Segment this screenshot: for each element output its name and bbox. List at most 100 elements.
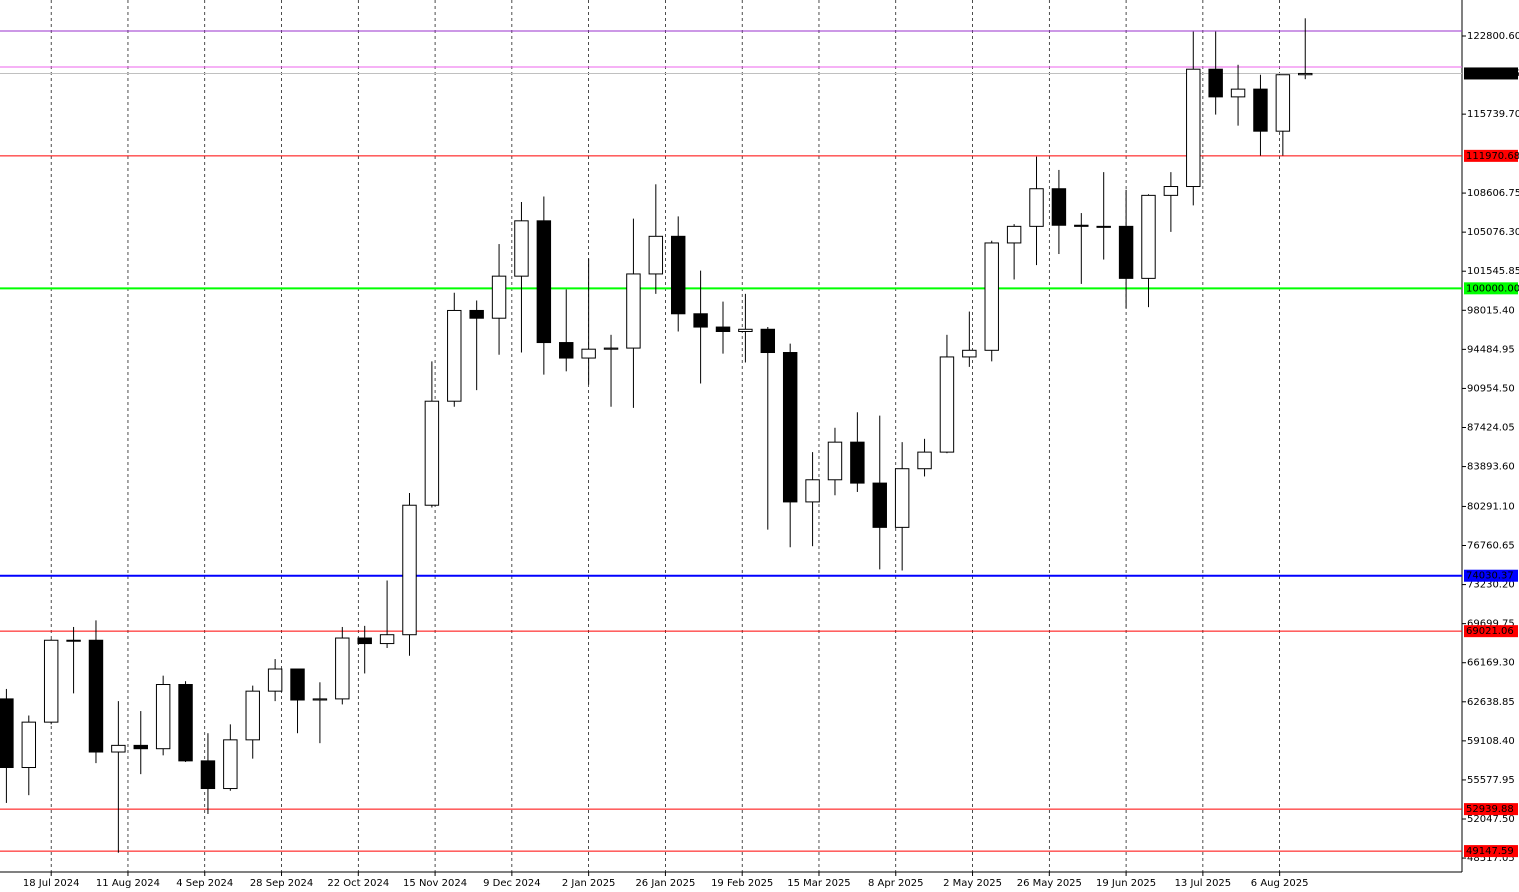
- level-label-box: [1464, 803, 1518, 816]
- x-tick-label: 28 Sep 2024: [250, 878, 313, 889]
- candle-body: [917, 451, 932, 470]
- candle-body: [782, 352, 798, 503]
- candle-body: [290, 668, 305, 701]
- candle-body: [850, 441, 865, 484]
- candle-body: [245, 690, 260, 741]
- y-tick-label: 55577.95: [1467, 775, 1515, 786]
- candle-body: [357, 637, 372, 645]
- candle-body: [43, 639, 59, 723]
- y-tick-label: 108606.75: [1467, 188, 1519, 199]
- x-tick-label: 18 Jul 2024: [23, 878, 80, 889]
- candle-body: [648, 235, 664, 275]
- candle-body: [1006, 225, 1022, 244]
- candle-body: [827, 441, 843, 481]
- candle-body: [1118, 225, 1134, 279]
- candle-body: [1029, 188, 1044, 227]
- candle-body: [1186, 68, 1201, 188]
- y-tick-label: 122800.60: [1467, 31, 1519, 42]
- y-tick-label: 48517.05: [1467, 853, 1515, 864]
- candle-body: [603, 347, 619, 350]
- candle-body: [133, 744, 148, 750]
- y-tick-label: 52047.50: [1467, 814, 1515, 825]
- x-tick-label: 6 Aug 2025: [1251, 878, 1309, 889]
- candle-body: [21, 721, 37, 769]
- y-tick-label: 94484.95: [1467, 344, 1515, 355]
- candle-body: [379, 634, 395, 645]
- x-tick-label: 26 Jan 2025: [635, 878, 695, 889]
- y-tick-label: 76760.65: [1467, 541, 1515, 552]
- candle-body: [693, 313, 708, 328]
- candle-body: [1298, 72, 1313, 76]
- y-tick-label: 66169.30: [1467, 658, 1515, 669]
- y-tick-label: 115739.70: [1467, 109, 1519, 120]
- candle-body: [1230, 88, 1246, 98]
- candle-body: [312, 698, 328, 701]
- candle-body: [514, 220, 529, 277]
- level-label: 74030.37: [1466, 571, 1514, 582]
- x-tick-label: 11 Aug 2024: [96, 878, 160, 889]
- x-tick-label: 19 Feb 2025: [711, 878, 773, 889]
- level-label-box: [1464, 282, 1518, 295]
- x-tick-label: 19 Jun 2025: [1096, 878, 1156, 889]
- level-label-box: [1464, 625, 1518, 638]
- x-tick-label: 8 Apr 2025: [868, 878, 923, 889]
- x-tick-label: 2 Jan 2025: [562, 878, 616, 889]
- level-label-box: [1464, 149, 1518, 162]
- candle-body: [424, 400, 440, 506]
- level-label-box: [1464, 569, 1518, 582]
- level-label: 100000.00: [1466, 283, 1519, 294]
- candle-body: [178, 684, 193, 762]
- candle-body: [402, 504, 417, 636]
- x-tick-label: 15 Mar 2025: [787, 878, 850, 889]
- candle-body: [1253, 88, 1268, 132]
- candle-body: [670, 235, 686, 315]
- candle-body: [1051, 188, 1067, 226]
- level-label: 49147.59: [1466, 846, 1514, 857]
- candle-body: [111, 744, 126, 753]
- candle-body: [66, 639, 81, 642]
- x-tick-label: 22 Oct 2024: [327, 878, 389, 889]
- candle-body: [88, 639, 104, 753]
- candle-body: [805, 479, 820, 503]
- x-tick-label: 15 Nov 2024: [403, 878, 467, 889]
- level-label: 69021.06: [1466, 626, 1514, 637]
- y-tick-label: 101545.85: [1467, 266, 1519, 277]
- candle-body: [984, 242, 999, 351]
- candle-body: [939, 356, 955, 453]
- candle-body: [760, 328, 776, 354]
- x-tick-label: 13 Jul 2025: [1175, 878, 1232, 889]
- candle-body: [962, 349, 977, 358]
- y-tick-label: 98015.40: [1467, 305, 1515, 316]
- y-tick-label: 87424.05: [1467, 423, 1515, 434]
- x-tick-label: 4 Sep 2024: [176, 878, 233, 889]
- level-label-box: [1464, 67, 1518, 80]
- y-tick-label: 83893.60: [1467, 462, 1515, 473]
- y-tick-label: 73230.20: [1467, 580, 1515, 591]
- candle-body: [626, 273, 641, 349]
- y-tick-label: 90954.50: [1467, 383, 1515, 394]
- candle-body: [559, 342, 574, 359]
- y-tick-label: 105076.30: [1467, 227, 1519, 238]
- x-tick-label: 9 Dec 2024: [483, 878, 541, 889]
- level-label: 111970.68: [1466, 151, 1519, 162]
- candle-body: [738, 328, 753, 332]
- level-label: 52939.88: [1466, 804, 1514, 815]
- candle-body: [715, 326, 731, 332]
- candle-body: [1074, 224, 1089, 227]
- x-tick-label: 2 May 2025: [943, 878, 1002, 889]
- candle-body: [0, 698, 14, 769]
- candle-body: [894, 468, 910, 528]
- candle-body: [872, 482, 887, 528]
- candle-body: [335, 637, 350, 700]
- x-tick-label: 26 May 2025: [1017, 878, 1082, 889]
- candle-body: [1208, 68, 1223, 98]
- candle-body: [200, 760, 216, 790]
- candle-body: [447, 309, 462, 402]
- candle-body: [1096, 225, 1111, 228]
- candle-body: [581, 348, 596, 359]
- y-tick-label: 80291.10: [1467, 501, 1515, 512]
- candle-body: [267, 668, 283, 692]
- candle-body: [491, 275, 507, 319]
- candle-body: [469, 309, 484, 319]
